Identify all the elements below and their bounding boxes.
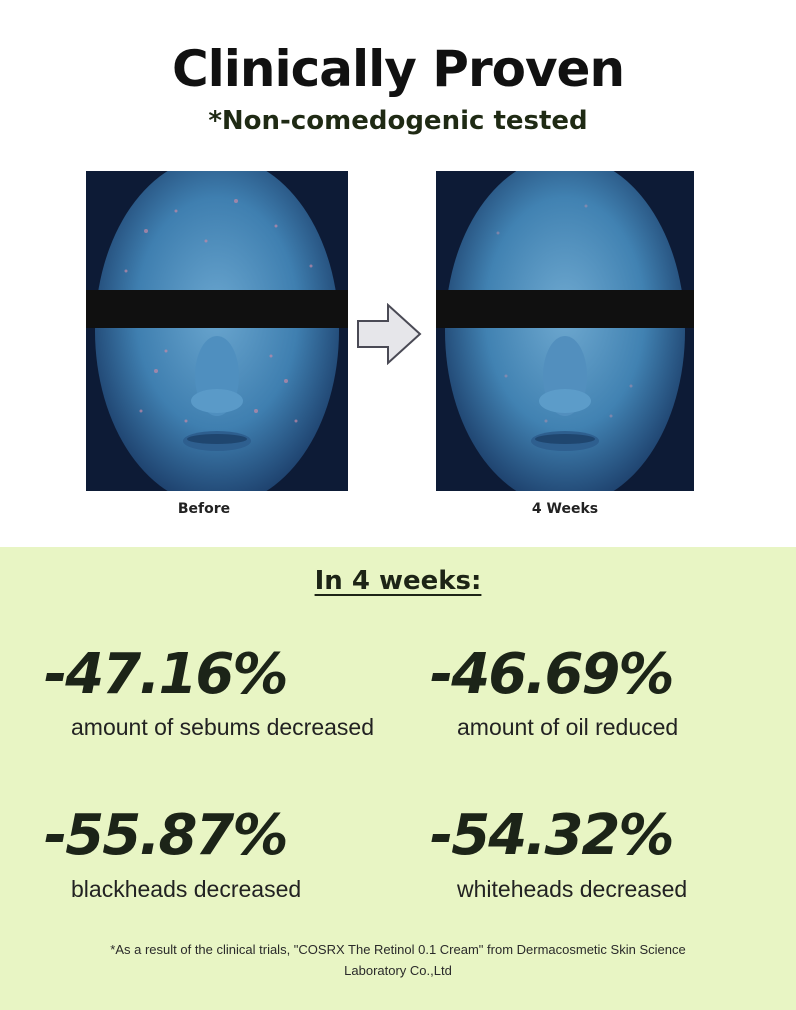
stat-label-oil: amount of oil reduced [457,714,679,740]
page-title: Clinically Proven [171,40,625,98]
face-image-before [86,171,348,491]
footnote-line-2: Laboratory Co.,Ltd [344,963,452,978]
before-caption: Before [177,501,231,517]
stat-label-whiteheads: whiteheads decreased [457,876,688,902]
stat-value-whiteheads: -54.32% [430,803,674,868]
stat-value-blackheads: -55.87% [44,803,288,868]
stat-label-sebum: amount of sebums decreased [71,714,375,740]
results-heading: In 4 weeks: [0,566,796,596]
stat-value-sebum: -47.16% [44,642,288,707]
before-photo [86,171,348,491]
right-arrow-icon [357,303,422,365]
stat-value-oil: -46.69% [430,642,674,707]
footnote-line-1: *As a result of the clinical trials, "CO… [110,942,686,957]
after-caption: 4 Weeks [531,501,599,517]
results-heading-text: In 4 weeks: [314,566,482,596]
eye-bar [86,290,348,328]
stat-label-blackheads: blackheads decreased [71,876,302,902]
results-section [0,547,796,1010]
page-subtitle: *Non-comedogenic tested [208,106,588,136]
face-image-after [436,171,694,491]
after-photo [436,171,694,491]
eye-bar [436,290,694,328]
footnote: *As a result of the clinical trials, "CO… [40,939,756,981]
